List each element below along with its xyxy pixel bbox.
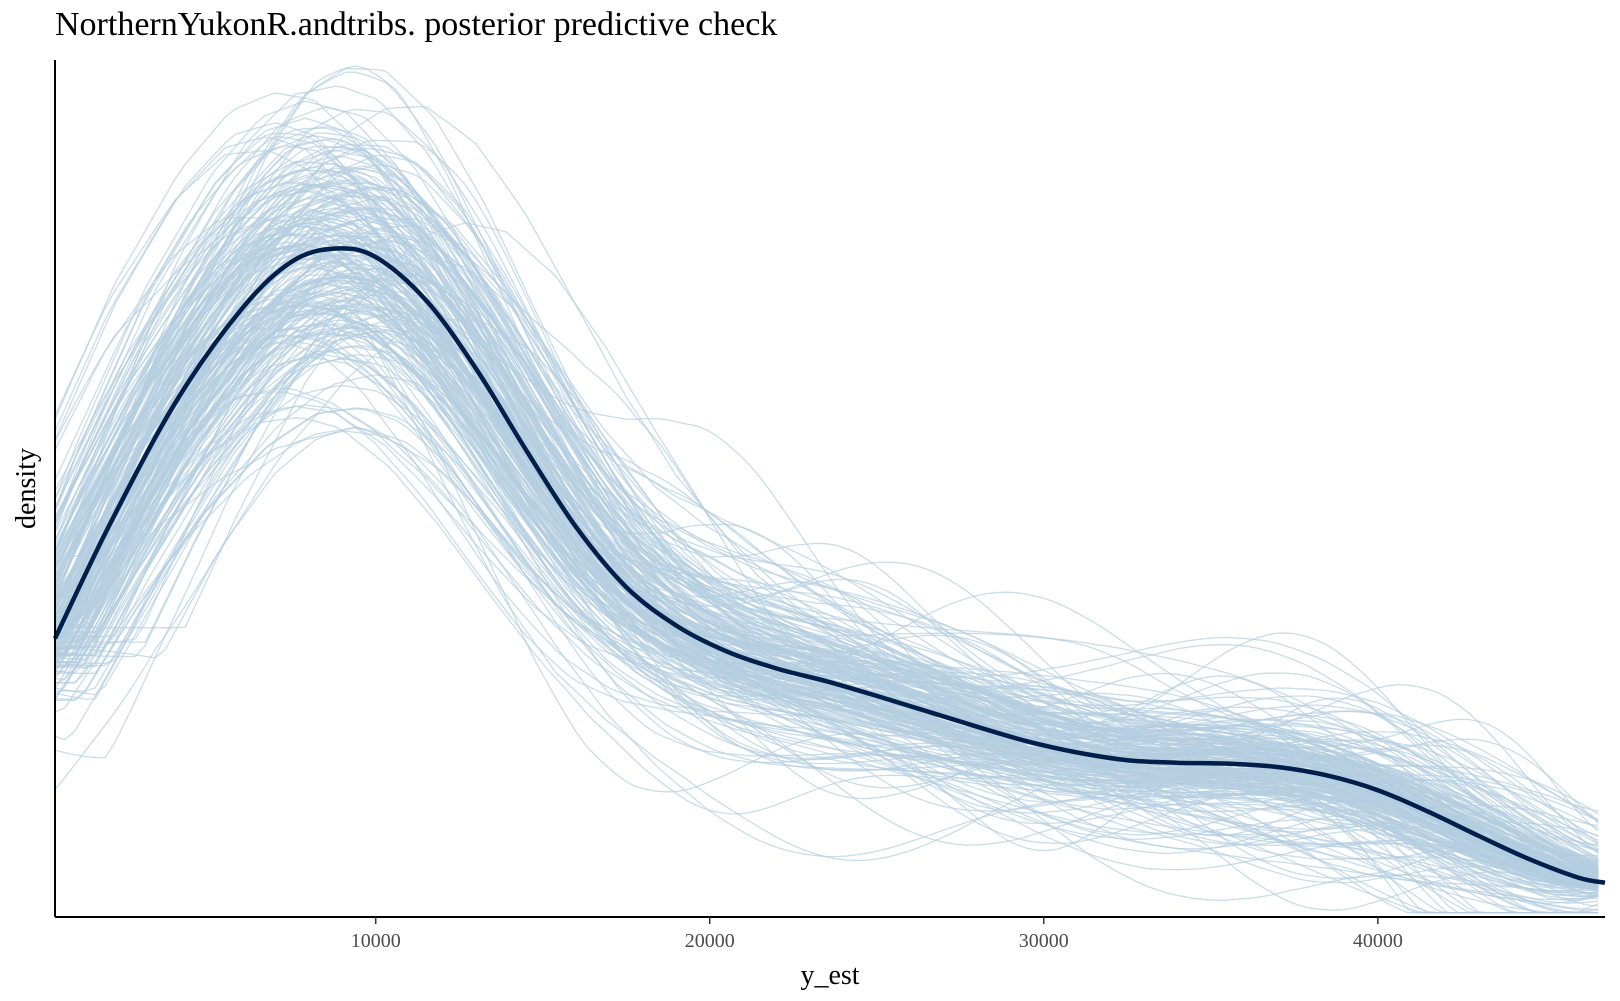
chart-title: NorthernYukonR.andtribs. posterior predi… bbox=[55, 6, 778, 43]
yrep-density-line bbox=[54, 273, 1599, 885]
yrep-density-line bbox=[54, 255, 1599, 889]
yrep-density-line bbox=[54, 85, 1599, 873]
y-axis-label: density bbox=[11, 448, 42, 529]
yrep-density-line bbox=[54, 356, 1599, 864]
yrep-density-line bbox=[54, 197, 1599, 879]
yrep-density-line bbox=[54, 181, 1599, 877]
yrep-density-line bbox=[54, 354, 1599, 889]
yrep-density-line bbox=[54, 335, 1599, 886]
yrep-density-line bbox=[54, 322, 1599, 880]
yrep-density-line bbox=[54, 305, 1599, 914]
x-tick-label: 10000 bbox=[351, 930, 401, 952]
yrep-density-line bbox=[54, 149, 1599, 880]
yrep-density-line bbox=[54, 238, 1599, 832]
observed-density-line bbox=[52, 246, 1606, 885]
yrep-density-line bbox=[54, 144, 1599, 873]
yrep-density-line bbox=[54, 253, 1599, 878]
yrep-density-line bbox=[54, 208, 1599, 884]
x-tick-label: 30000 bbox=[1019, 930, 1069, 952]
yrep-density-line bbox=[54, 324, 1599, 864]
y-layer bbox=[52, 246, 1606, 885]
yrep-density-line bbox=[54, 220, 1599, 897]
yrep-density-line bbox=[54, 242, 1599, 883]
yrep-density-line bbox=[54, 426, 1599, 877]
yrep-density-line bbox=[54, 181, 1599, 889]
yrep-density-line bbox=[54, 254, 1599, 875]
yrep-density-line bbox=[55, 407, 1599, 914]
yrep-density-line bbox=[54, 106, 1599, 876]
yrep-density-line bbox=[54, 242, 1599, 851]
yrep-density-line bbox=[54, 232, 1599, 883]
yrep-density-line bbox=[55, 288, 1599, 885]
x-ticks: 10000 20000 30000 40000 bbox=[351, 917, 1403, 952]
yrep-density-line bbox=[54, 312, 1599, 889]
yrep-density-line bbox=[54, 244, 1599, 882]
x-tick-label: 40000 bbox=[1353, 930, 1403, 952]
yrep-density-line bbox=[54, 274, 1599, 844]
yrep-density-line bbox=[54, 430, 1599, 890]
yrep-density-line bbox=[54, 188, 1599, 872]
yrep-density-line bbox=[54, 145, 1599, 841]
yrep-density-line bbox=[54, 160, 1599, 878]
yrep-density-line bbox=[54, 405, 1599, 901]
yrep-density-line bbox=[54, 328, 1599, 885]
yrep-density-line bbox=[55, 147, 1599, 865]
yrep-density-line bbox=[54, 314, 1599, 911]
yrep-density-line bbox=[54, 242, 1599, 884]
yrep-density-line bbox=[54, 155, 1599, 837]
yrep-density-line bbox=[54, 276, 1599, 882]
yrep-density-line bbox=[54, 404, 1599, 904]
yrep-density-line bbox=[54, 323, 1599, 879]
x-tick-label: 20000 bbox=[685, 930, 735, 952]
yrep-density-line bbox=[54, 225, 1599, 882]
yrep-density-line bbox=[54, 203, 1599, 884]
x-axis-label: y_est bbox=[800, 960, 859, 991]
